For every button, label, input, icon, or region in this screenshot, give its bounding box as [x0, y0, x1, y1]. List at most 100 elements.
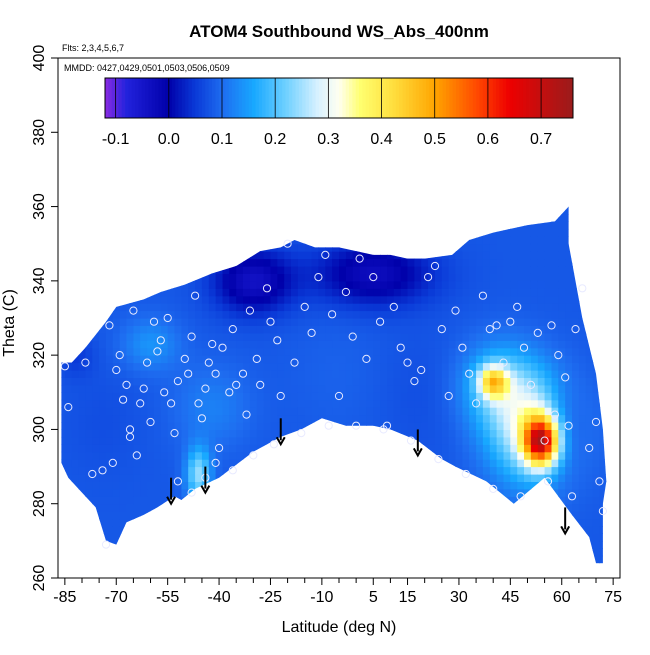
heatmap-cell — [61, 399, 66, 408]
heatmap-cell — [455, 377, 463, 386]
heatmap-cell — [112, 280, 121, 289]
heatmap-cell — [599, 518, 607, 527]
heatmap-cell — [345, 295, 354, 304]
observation-point — [334, 391, 344, 401]
heatmap-cell — [530, 206, 539, 208]
heatmap-cell — [215, 474, 224, 482]
heatmap-cell — [524, 362, 532, 371]
heatmap-cell — [236, 436, 244, 445]
heatmap-cell — [85, 377, 93, 386]
colorbar-segment — [305, 78, 310, 118]
heatmap-cell — [284, 392, 292, 401]
heatmap-cell — [119, 444, 128, 453]
heatmap-cell — [524, 221, 532, 230]
heatmap-cell — [393, 555, 402, 564]
heatmap-cell — [119, 384, 128, 393]
heatmap-cell — [229, 488, 237, 497]
heatmap-cell — [311, 496, 320, 505]
heatmap-cell — [78, 548, 87, 557]
heatmap-cell — [407, 399, 415, 408]
heatmap-cell — [119, 414, 128, 423]
heatmap-cell — [229, 511, 237, 520]
heatmap-cell — [195, 503, 203, 512]
heatmap-cell — [215, 429, 224, 438]
heatmap-cell — [208, 295, 217, 304]
heatmap-cell — [524, 392, 532, 401]
heatmap-cell — [530, 444, 539, 453]
heatmap-cell — [482, 511, 491, 520]
heatmap-cell — [345, 214, 354, 222]
heatmap-cell — [400, 251, 409, 260]
heatmap-cell — [311, 414, 320, 423]
heatmap-cell — [585, 451, 594, 460]
heatmap-cell — [435, 407, 443, 416]
heatmap-cell — [277, 555, 285, 564]
heatmap-cell — [160, 444, 169, 453]
heatmap-cell — [380, 548, 388, 557]
heatmap-cell — [510, 414, 518, 423]
heatmap-cell — [393, 362, 402, 371]
heatmap-cell — [469, 325, 477, 334]
observation-point — [225, 388, 234, 397]
heatmap-cell — [61, 540, 66, 549]
heatmap-cell — [99, 355, 107, 364]
heatmap-cell — [469, 258, 477, 267]
heatmap-cell — [585, 295, 594, 304]
heatmap-cell — [147, 496, 155, 505]
heatmap-cell — [291, 466, 299, 475]
heatmap-cell — [517, 295, 525, 304]
colorbar-segment — [111, 78, 116, 118]
heatmap-cell — [537, 488, 546, 497]
heatmap-cell — [572, 214, 580, 222]
heatmap-cell — [297, 481, 306, 490]
heatmap-cell — [154, 206, 162, 215]
heatmap-cell — [318, 325, 326, 334]
heatmap-cell — [606, 437, 614, 445]
heatmap-cell — [476, 555, 484, 564]
heatmap-cell — [64, 518, 73, 527]
observation-point — [211, 369, 220, 378]
heatmap-cell — [421, 540, 429, 549]
y-tick-label: 260 — [31, 565, 48, 592]
heatmap-cell — [517, 526, 525, 534]
heatmap-cell — [366, 206, 374, 215]
heatmap-cell — [592, 444, 601, 453]
heatmap-cell — [558, 258, 566, 267]
heatmap-cell — [469, 563, 477, 571]
heatmap-cell — [606, 385, 614, 393]
heatmap-cell — [558, 496, 566, 505]
heatmap-cell — [229, 332, 237, 341]
heatmap-cell — [85, 496, 93, 505]
heatmap-cell — [345, 228, 354, 237]
heatmap-cell — [85, 295, 93, 304]
heatmap-cell — [236, 318, 244, 326]
heatmap-cell — [435, 236, 443, 245]
heatmap-cell — [311, 526, 320, 534]
heatmap-cell — [133, 206, 141, 208]
heatmap-cell — [332, 370, 340, 378]
heatmap-cell — [462, 384, 470, 393]
heatmap-cell — [592, 526, 601, 534]
heatmap-cell — [359, 206, 368, 208]
heatmap-cell — [565, 399, 573, 408]
heatmap-cell — [304, 236, 313, 245]
heatmap-cell — [195, 362, 203, 371]
heatmap-cell — [531, 563, 539, 571]
observation-point — [170, 429, 179, 438]
heatmap-cell — [585, 243, 594, 252]
colorbar-segment — [566, 78, 571, 118]
heatmap-cell — [407, 384, 415, 393]
heatmap-cell — [85, 362, 93, 371]
heatmap-cell — [325, 266, 333, 274]
heatmap-cell — [496, 474, 505, 482]
heatmap-cell — [263, 548, 272, 557]
heatmap-cell — [201, 518, 210, 527]
x-tick-label: -85 — [53, 589, 76, 606]
colorbar-segment — [295, 78, 300, 118]
colorbar-segment — [282, 78, 286, 118]
heatmap-cell — [489, 526, 498, 534]
heatmap-cell — [558, 206, 566, 215]
heatmap-cell — [387, 221, 395, 230]
heatmap-cell — [78, 370, 87, 378]
heatmap-cell — [482, 228, 491, 237]
